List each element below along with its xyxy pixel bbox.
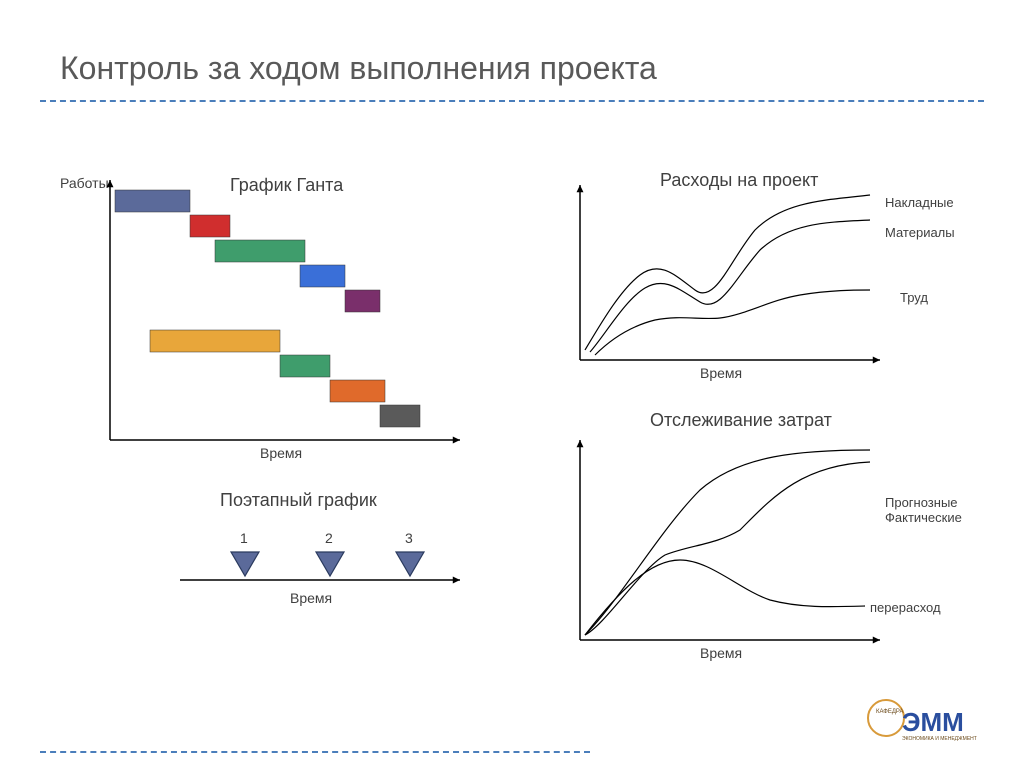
expenses-chart <box>0 0 1024 768</box>
tracking-series-label: перерасход <box>870 600 941 615</box>
expenses-x-label: Время <box>700 365 742 381</box>
tracking-series-label: Прогнозные <box>885 495 958 510</box>
milestone-marker-label: 2 <box>325 530 333 546</box>
expenses-title: Расходы на проект <box>660 170 818 191</box>
milestone-x-label: Время <box>290 590 332 606</box>
svg-text:ЭММ: ЭММ <box>902 707 964 737</box>
expenses-series-label: Труд <box>900 290 928 305</box>
svg-text:КАФЕДРА: КАФЕДРА <box>876 709 904 715</box>
gantt-chart <box>0 0 1024 768</box>
tracking-title: Отслеживание затрат <box>650 410 832 431</box>
tracking-series-label: Фактические <box>885 510 962 525</box>
milestone-title: Поэтапный график <box>220 490 377 511</box>
logo: КАФЕДРА ЭММ ЭКОНОМИКА И МЕНЕДЖМЕНТ <box>864 693 994 748</box>
milestone-marker-label: 3 <box>405 530 413 546</box>
milestone-chart <box>0 0 1024 768</box>
page-title: Контроль за ходом выполнения проекта <box>60 50 657 87</box>
svg-text:ЭКОНОМИКА И МЕНЕДЖМЕНТ: ЭКОНОМИКА И МЕНЕДЖМЕНТ <box>902 736 977 742</box>
expenses-series-label: Накладные <box>885 195 954 210</box>
milestone-marker-label: 1 <box>240 530 248 546</box>
gantt-y-label: Работы <box>60 175 109 191</box>
tracking-chart <box>0 0 1024 768</box>
tracking-x-label: Время <box>700 645 742 661</box>
footer-dash <box>40 751 590 753</box>
expenses-series-label: Материалы <box>885 225 955 240</box>
gantt-title: График Ганта <box>230 175 343 196</box>
gantt-x-label: Время <box>260 445 302 461</box>
title-divider <box>40 100 984 102</box>
